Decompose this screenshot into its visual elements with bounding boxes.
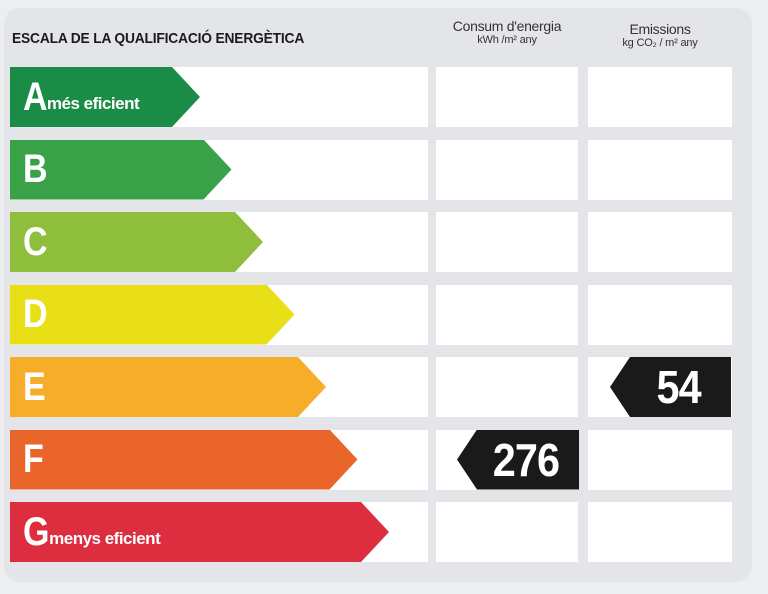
- consum-column-header: Consum d'energia kWh /m² any: [436, 18, 578, 47]
- class-letter: D: [23, 292, 48, 336]
- class-arrow-b: B: [10, 139, 232, 200]
- consum-cell: [436, 139, 578, 200]
- consum-cell: [436, 212, 578, 272]
- consum-value: 276: [492, 433, 560, 486]
- consum-cell: [436, 284, 578, 345]
- class-letter: B: [23, 147, 48, 191]
- class-letter: A: [23, 74, 48, 119]
- class-arrow-f: F: [10, 429, 358, 490]
- class-letter: F: [23, 437, 44, 481]
- rating-row-b: B: [0, 139, 768, 200]
- emissions-cell: [588, 429, 732, 490]
- class-arrow-c: C: [10, 212, 263, 272]
- rating-row-f: F 276: [0, 429, 768, 490]
- consum-cell: [436, 67, 578, 127]
- rating-row-e: E 54: [0, 357, 768, 417]
- rating-row-c: C: [0, 212, 768, 272]
- consum-header-unit: kWh /m² any: [477, 34, 537, 47]
- class-letter: G: [23, 509, 49, 554]
- emissions-cell: [588, 502, 732, 562]
- class-arrow-d: D: [10, 284, 295, 345]
- emissions-cell: [588, 212, 732, 272]
- emissions-value: 54: [656, 361, 701, 413]
- class-label: més eficient: [46, 94, 140, 113]
- emissions-cell: [588, 139, 732, 200]
- emissions-rating-badge: 54: [610, 357, 731, 417]
- emissions-cell: [588, 284, 732, 345]
- emissions-header-unit: kg CO₂ / m² any: [622, 37, 698, 50]
- scale-title: ESCALA DE LA QUALIFICACIÓ ENERGÈTICA: [12, 30, 305, 47]
- rating-row-d: D: [0, 284, 768, 345]
- class-arrow-e: E: [10, 357, 326, 417]
- class-letter: C: [23, 219, 48, 264]
- class-label: menys eficient: [49, 529, 161, 548]
- class-letter: E: [23, 364, 46, 409]
- consum-rating-badge: 276: [457, 429, 579, 490]
- emissions-header-title: Emissions: [629, 21, 691, 37]
- emissions-column-header: Emissions kg CO₂ / m² any: [588, 21, 732, 50]
- consum-header-title: Consum d'energia: [452, 18, 562, 34]
- emissions-cell: [588, 67, 732, 127]
- consum-cell: [436, 502, 578, 562]
- consum-cell: [436, 357, 578, 417]
